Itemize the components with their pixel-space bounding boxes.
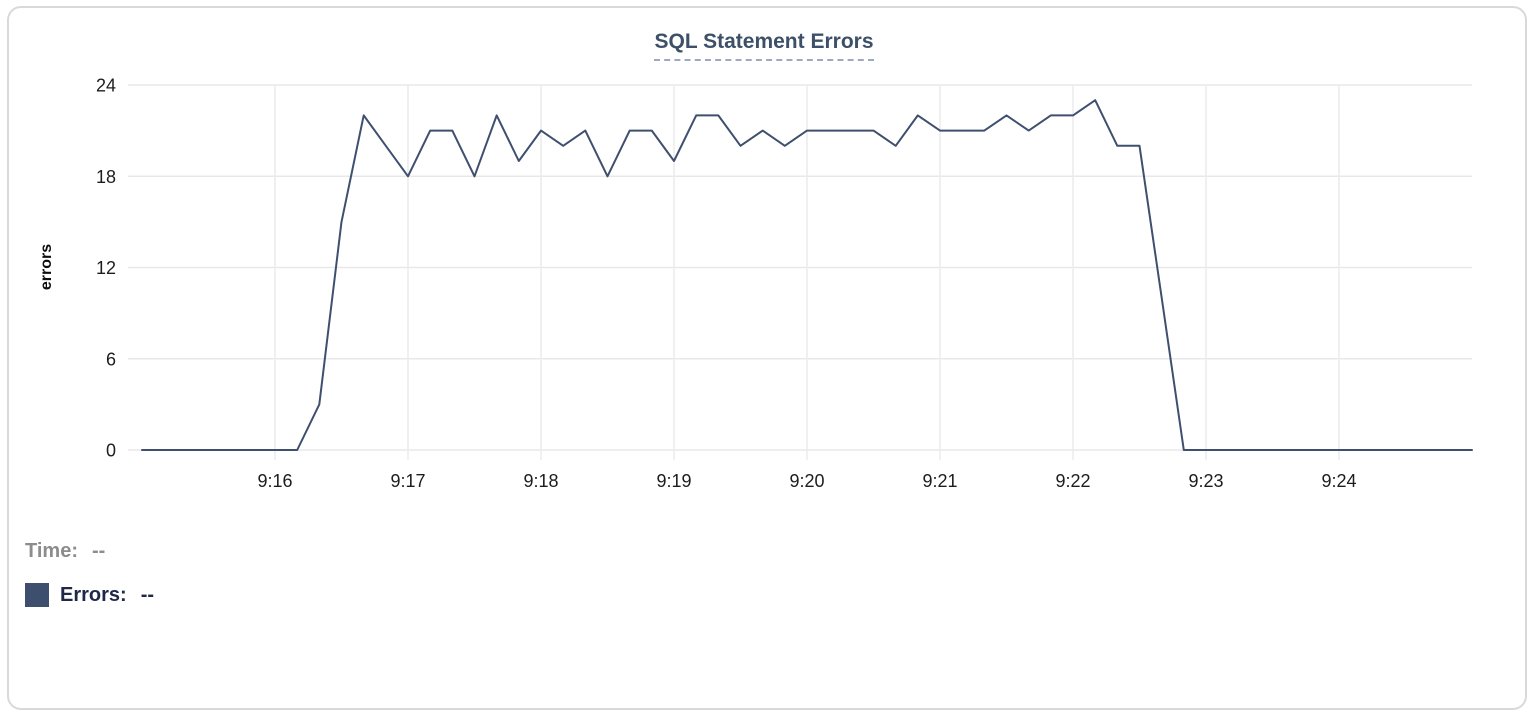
- time-value: --: [91, 540, 106, 562]
- errors-swatch: [25, 583, 49, 607]
- x-tick-label: 9:22: [1055, 471, 1090, 491]
- x-tick-label: 9:17: [390, 471, 425, 491]
- errors-value: --: [140, 583, 155, 606]
- tooltip-errors-row: Errors: --: [25, 583, 154, 607]
- y-tick-label: 0: [106, 441, 116, 461]
- errors-series-line: [141, 99, 1473, 451]
- x-tick-label: 9:24: [1321, 471, 1356, 491]
- x-tick-label: 9:18: [523, 471, 558, 491]
- x-tick-label: 9:23: [1188, 471, 1223, 491]
- line-chart[interactable]: 0 6 12 18 24 9:16 9:17 9:18 9:19 9:20 9:21 9:22 9:23…: [0, 0, 1528, 500]
- time-label: Time:: [25, 540, 78, 562]
- x-tick-label: 9:21: [922, 471, 957, 491]
- y-tick-label: 6: [106, 349, 116, 369]
- x-tick-label: 9:16: [257, 471, 292, 491]
- x-tick-label: 9:20: [789, 471, 824, 491]
- y-tick-label: 18: [96, 167, 116, 187]
- errors-label: Errors:: [60, 583, 127, 606]
- y-axis-title: errors: [38, 243, 55, 291]
- y-tick-label: 24: [96, 76, 116, 96]
- chart-title[interactable]: SQL Statement Errors: [654, 30, 874, 61]
- x-tick-label: 9:19: [656, 471, 691, 491]
- tooltip-time-row: Time: --: [25, 540, 105, 563]
- y-tick-label: 12: [96, 258, 116, 278]
- chart-title-wrap: SQL Statement Errors: [0, 30, 1528, 61]
